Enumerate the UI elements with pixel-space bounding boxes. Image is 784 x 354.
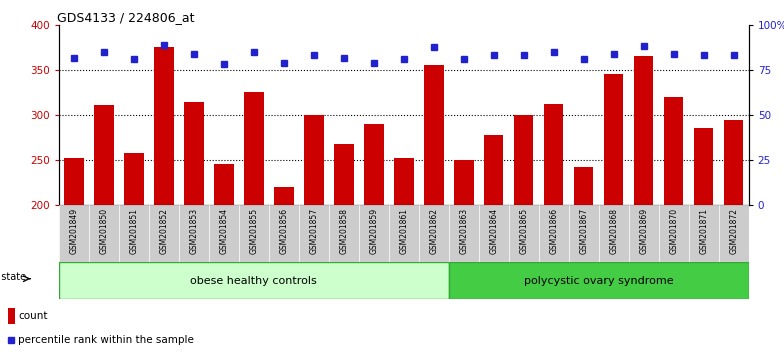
Bar <box>664 97 684 205</box>
Bar <box>629 205 659 262</box>
Bar <box>454 160 474 205</box>
Bar <box>239 205 269 262</box>
Bar <box>274 187 293 205</box>
Bar <box>389 205 419 262</box>
Bar <box>509 205 539 262</box>
Text: GSM201851: GSM201851 <box>129 208 138 254</box>
Text: GSM201849: GSM201849 <box>69 208 78 254</box>
Bar <box>334 144 354 205</box>
Bar <box>119 205 149 262</box>
Bar <box>214 164 234 205</box>
Bar <box>304 115 324 205</box>
Bar <box>359 205 389 262</box>
Text: GSM201863: GSM201863 <box>459 208 468 254</box>
Text: GSM201866: GSM201866 <box>550 208 558 254</box>
Text: GSM201868: GSM201868 <box>609 208 619 254</box>
Bar <box>328 205 359 262</box>
Bar <box>364 124 383 205</box>
Bar <box>604 74 623 205</box>
Text: GSM201859: GSM201859 <box>369 208 378 254</box>
Bar <box>688 205 719 262</box>
Bar <box>514 115 533 205</box>
Bar <box>394 158 413 205</box>
Bar <box>209 205 239 262</box>
Bar <box>568 205 599 262</box>
Bar <box>244 92 263 205</box>
Text: GSM201857: GSM201857 <box>309 208 318 254</box>
Bar <box>599 205 629 262</box>
Bar <box>424 65 444 205</box>
Bar <box>694 128 713 205</box>
Text: GSM201858: GSM201858 <box>339 208 348 254</box>
Bar <box>179 205 209 262</box>
Text: GSM201870: GSM201870 <box>670 208 678 254</box>
Text: GSM201852: GSM201852 <box>159 208 169 254</box>
Bar <box>64 158 84 205</box>
Bar <box>484 135 503 205</box>
Bar <box>149 205 179 262</box>
Bar <box>59 262 448 299</box>
Bar <box>124 153 143 205</box>
Bar <box>269 205 299 262</box>
Bar <box>184 102 204 205</box>
Bar <box>94 105 114 205</box>
Bar <box>659 205 688 262</box>
Text: GSM201856: GSM201856 <box>279 208 289 254</box>
Text: GSM201864: GSM201864 <box>489 208 499 254</box>
Text: GSM201861: GSM201861 <box>399 208 408 254</box>
Text: GSM201872: GSM201872 <box>729 208 739 254</box>
Text: count: count <box>18 311 48 321</box>
Bar <box>59 205 89 262</box>
Text: disease state: disease state <box>0 272 27 282</box>
Bar <box>299 205 328 262</box>
Bar <box>479 205 509 262</box>
Bar <box>634 56 654 205</box>
Bar <box>719 205 749 262</box>
Text: GSM201853: GSM201853 <box>189 208 198 254</box>
Bar <box>544 104 564 205</box>
Bar <box>574 166 593 205</box>
Bar <box>448 205 479 262</box>
Text: GSM201850: GSM201850 <box>100 208 108 254</box>
Text: GSM201865: GSM201865 <box>519 208 528 254</box>
Text: GSM201867: GSM201867 <box>579 208 588 254</box>
Bar <box>539 205 568 262</box>
Bar <box>419 205 448 262</box>
Bar <box>448 262 749 299</box>
Bar <box>154 47 173 205</box>
Text: polycystic ovary syndrome: polycystic ovary syndrome <box>524 275 673 286</box>
Text: GSM201869: GSM201869 <box>639 208 648 254</box>
Bar <box>8 308 15 324</box>
Text: obese healthy controls: obese healthy controls <box>191 275 318 286</box>
Bar <box>724 120 743 205</box>
Text: GSM201855: GSM201855 <box>249 208 258 254</box>
Text: percentile rank within the sample: percentile rank within the sample <box>18 335 194 345</box>
Text: GSM201854: GSM201854 <box>220 208 228 254</box>
Bar <box>89 205 119 262</box>
Text: GSM201871: GSM201871 <box>699 208 708 254</box>
Text: GDS4133 / 224806_at: GDS4133 / 224806_at <box>57 11 195 24</box>
Text: GSM201862: GSM201862 <box>430 208 438 254</box>
